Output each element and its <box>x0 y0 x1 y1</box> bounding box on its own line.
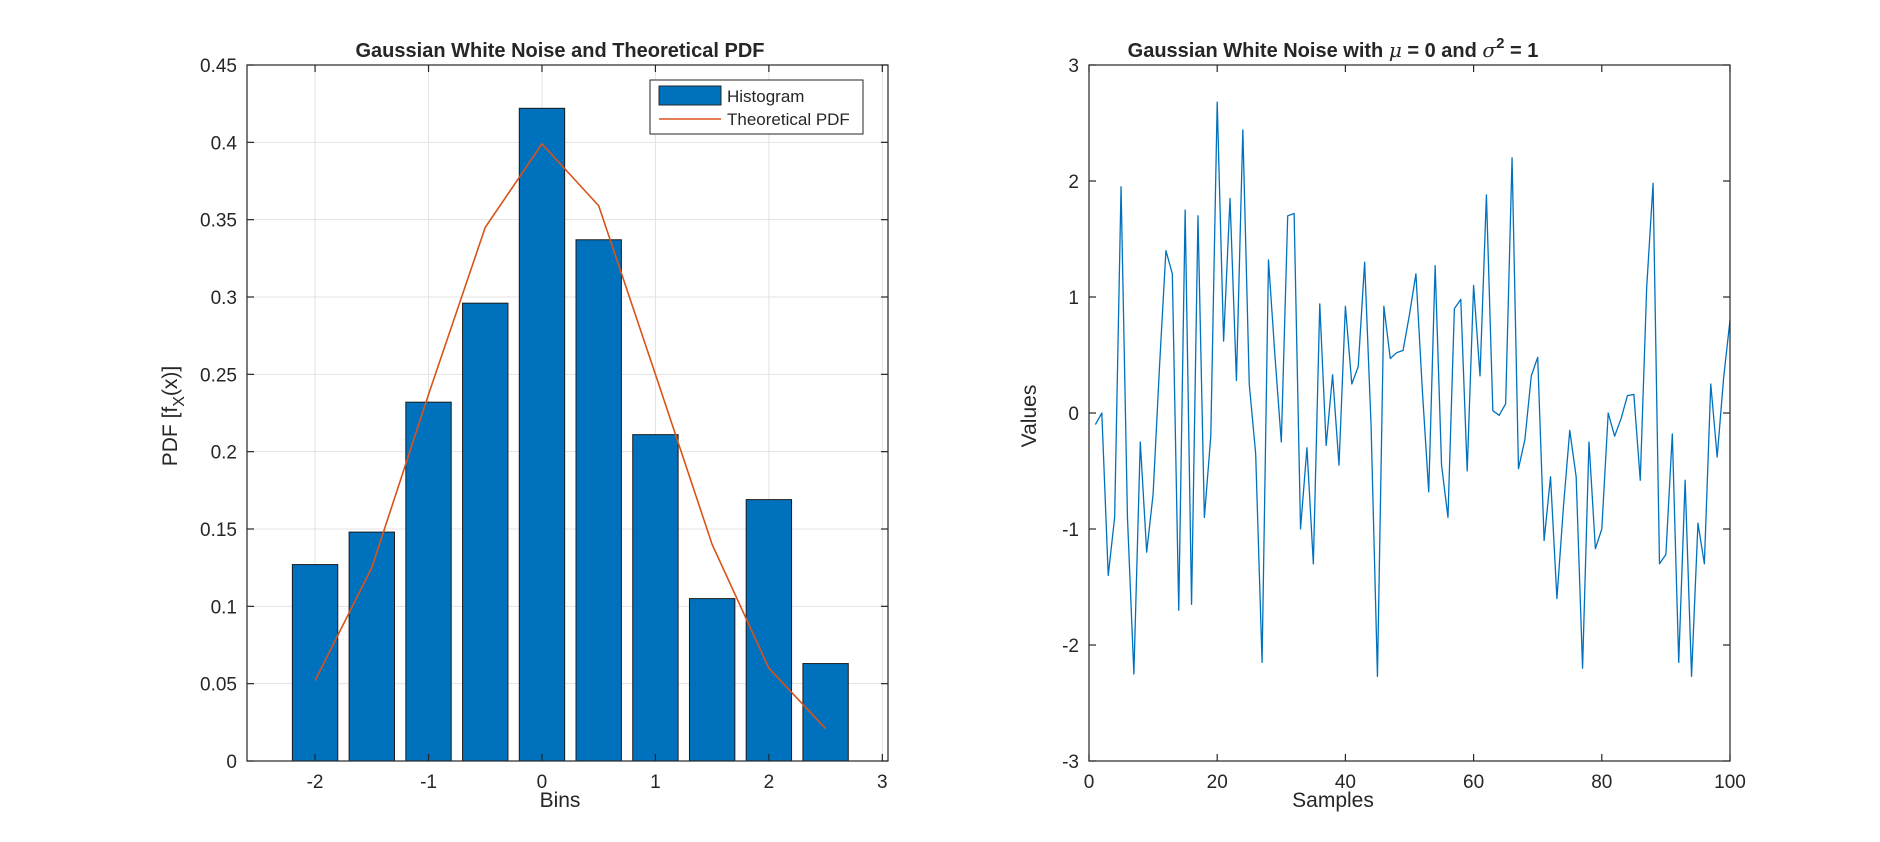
noise-series <box>1094 101 1731 677</box>
noise-y-tick-label-4: 1 <box>1068 288 1079 309</box>
noise-y-tick-label-0: -3 <box>1062 752 1079 773</box>
histogram-bar <box>518 107 566 762</box>
histogram-axes-frame <box>246 64 889 762</box>
noise-y-tick-label-3: 0 <box>1068 404 1079 425</box>
legend-histogram-label: Histogram <box>727 87 804 106</box>
histogram-x-tick-label-3: 1 <box>650 772 661 793</box>
noise-title-pre: Gaussian White Noise with <box>1128 40 1389 62</box>
histogram-legend: Histogram Theoretical PDF <box>649 79 864 135</box>
theoretical-pdf-line <box>314 142 827 730</box>
noise-axes-box <box>1088 64 1731 762</box>
histogram-y-label: PDF [fX(x)] <box>159 366 188 467</box>
histogram-y-tick-label-2: 0.1 <box>211 597 237 618</box>
histogram-y-label-main: PDF [f <box>159 407 182 467</box>
noise-x-tick-label-4: 80 <box>1591 772 1612 793</box>
histogram-y-tick-label-6: 0.3 <box>211 288 237 309</box>
histogram-y-label-end: (x)] <box>159 366 182 396</box>
noise-y-tick-label-2: -1 <box>1062 520 1079 541</box>
noise-title-mid: = 0 and <box>1402 40 1483 62</box>
histogram-x-label: Bins <box>540 789 581 812</box>
noise-x-tick-label-2: 40 <box>1335 772 1356 793</box>
noise-x-tick-label-1: 20 <box>1207 772 1228 793</box>
histogram-x-tick-label-1: -1 <box>420 772 437 793</box>
noise-title: Gaussian White Noise with μ = 0 and σ2 =… <box>1128 35 1539 62</box>
noise-x-tick-label-5: 100 <box>1714 772 1746 793</box>
histogram-x-tick-label-2: 0 <box>537 772 548 793</box>
histogram-axes: -2 -1 0 1 2 3 0 0.05 0.1 0.15 0.2 0.25 0.3 0.35 0.4 0.… <box>159 40 889 812</box>
histogram-y-tick-label-3: 0.15 <box>200 520 237 541</box>
noise-y-tick-label-6: 3 <box>1068 56 1079 77</box>
histogram-bars <box>291 107 849 762</box>
histogram-y-tick-label-9: 0.45 <box>200 56 237 77</box>
noise-y-ticks: -3 -2 -1 0 1 2 3 <box>1062 56 1730 773</box>
histogram-bar <box>745 499 793 762</box>
noise-x-tick-label-3: 60 <box>1463 772 1484 793</box>
histogram-y-ticks: 0 0.05 0.1 0.15 0.2 0.25 0.3 0.35 0.4 0.45 <box>200 56 888 773</box>
noise-y-tick-label-5: 2 <box>1068 172 1079 193</box>
histogram-y-tick-label-8: 0.4 <box>211 133 238 154</box>
noise-line <box>1094 101 1731 677</box>
noise-title-exponent: 2 <box>1496 35 1504 52</box>
noise-x-ticks: 0 20 40 60 80 100 <box>1084 65 1746 793</box>
legend-histogram-swatch <box>658 85 722 106</box>
histogram-x-ticks: -2 -1 0 1 2 3 <box>307 65 888 793</box>
histogram-y-label-subscript: X <box>171 396 188 407</box>
noise-axes: 0 20 40 60 80 100 -3 -2 -1 0 1 2 3 Gaussian White N… <box>1018 35 1746 812</box>
histogram-y-tick-label-1: 0.05 <box>200 675 237 696</box>
noise-y-label: Values <box>1018 385 1041 448</box>
histogram-bar <box>405 401 452 762</box>
histogram-y-tick-label-7: 0.35 <box>200 211 237 232</box>
histogram-grid <box>247 64 888 762</box>
noise-title-post: = 1 <box>1504 40 1538 62</box>
theoretical-pdf-series <box>314 142 827 730</box>
noise-x-label: Samples <box>1292 789 1374 812</box>
histogram-title: Gaussian White Noise and Theoretical PDF <box>356 40 765 62</box>
histogram-y-tick-label-5: 0.25 <box>200 365 237 386</box>
histogram-x-tick-label-0: -2 <box>307 772 324 793</box>
noise-title-sigma: σ <box>1482 38 1497 62</box>
noise-x-tick-label-0: 0 <box>1084 772 1095 793</box>
histogram-bar <box>688 598 736 762</box>
histogram-bar <box>462 302 509 762</box>
noise-title-mu: μ <box>1389 38 1402 62</box>
histogram-axes-box <box>246 64 889 762</box>
histogram-x-tick-label-4: 2 <box>764 772 775 793</box>
histogram-bar <box>632 434 679 762</box>
histogram-x-tick-label-5: 3 <box>877 772 888 793</box>
histogram-bar <box>291 564 339 762</box>
noise-axes-frame <box>1088 64 1731 762</box>
histogram-y-tick-label-4: 0.2 <box>211 443 237 464</box>
histogram-y-tick-label-0: 0 <box>226 752 237 773</box>
legend-pdf-label: Theoretical PDF <box>727 110 850 129</box>
noise-y-tick-label-1: -2 <box>1062 636 1079 657</box>
histogram-bar <box>575 239 622 762</box>
